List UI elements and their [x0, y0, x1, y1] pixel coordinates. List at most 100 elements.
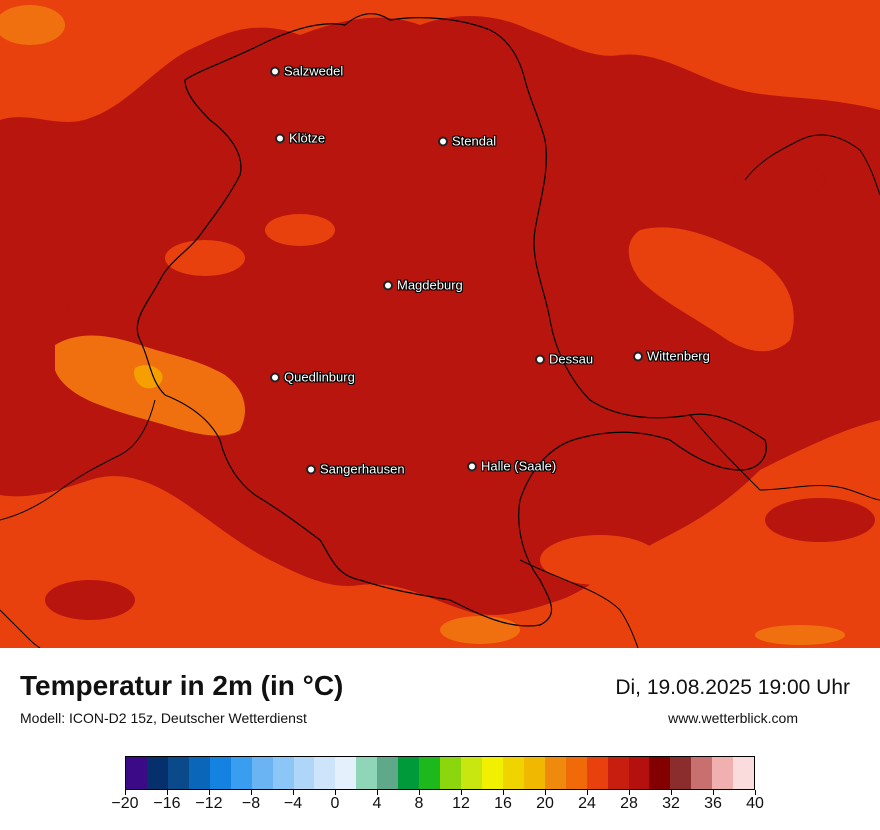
tick-text: 0 [330, 795, 340, 812]
map-title: Temperatur in 2m (in °C) [20, 670, 344, 701]
state-border-west [0, 399, 156, 521]
colorbar-segment [502, 757, 524, 789]
field-blob [540, 535, 660, 585]
city-label: Dessau [549, 351, 594, 367]
colorbar-segment [670, 757, 692, 789]
tick-text: 16 [494, 795, 512, 812]
colorbar-segment [586, 757, 608, 789]
city-label: Klötze [289, 130, 326, 146]
colorbar-tick-label: −12 [189, 790, 229, 813]
colorbar-segment [272, 757, 294, 789]
field-26-north [0, 0, 880, 105]
colorbar-segment [523, 757, 545, 789]
state-border [136, 13, 767, 627]
model-info: Modell: ICON-D2 15z, Deutscher Wetterdie… [20, 710, 307, 726]
field-blob [735, 160, 825, 200]
colorbar-segment [335, 757, 357, 789]
colorbar-segment [356, 757, 378, 789]
colorbar-tick-label: 32 [651, 790, 691, 813]
city-marker-stendal: Stendal [438, 134, 496, 149]
city-dot-icon [383, 280, 393, 290]
colorbar-tick-label: 24 [567, 790, 607, 813]
city-dot-icon [633, 351, 643, 361]
colorbar-segment [628, 757, 650, 789]
city-dot-icon [467, 461, 477, 471]
colorbar-tick-label: 40 [735, 790, 775, 813]
colorbar-tick-label: −8 [231, 790, 271, 813]
colorbar-ticks: −20 −16 −12 −8 −4 0 4 8 12 16 20 24 28 32 36 40 [111, 790, 764, 820]
colorbar-tick-label: 28 [609, 790, 649, 813]
tick-text: 20 [536, 795, 554, 812]
tick-text: −20 [111, 795, 139, 812]
city-dot-icon [438, 136, 448, 146]
colorbar-segment [481, 757, 503, 789]
tick-text: 40 [746, 795, 764, 812]
colorbar-segment [712, 757, 734, 789]
city-marker-dessau: Dessau [535, 352, 593, 367]
colorbar-segment [398, 757, 420, 789]
tick-text: 28 [620, 795, 638, 812]
colorbar-segment [377, 757, 399, 789]
colorbar-segment [167, 757, 189, 789]
colorbar-segment [461, 757, 482, 789]
temperature-map: Salzwedel Klötze Stendal Magdeburg Dessa… [0, 0, 880, 648]
tick-text: 4 [372, 795, 382, 812]
field-blob [440, 616, 520, 644]
city-marker-magdeburg: Magdeburg [383, 278, 463, 293]
city-label: Halle (Saale) [481, 458, 557, 474]
tick-text: −4 [283, 795, 303, 812]
colorbar-segment [293, 757, 315, 789]
state-border-southwest [0, 609, 41, 648]
city-dot-icon [270, 372, 280, 382]
city-label: Salzwedel [284, 63, 344, 79]
city-marker-kloetze: Klötze [275, 131, 325, 146]
colorbar-segment [649, 757, 671, 789]
temperature-field [0, 0, 880, 648]
field-blob [755, 625, 845, 645]
city-dot-icon [306, 464, 316, 474]
colorbar-segment [126, 757, 147, 789]
city-marker-wittenberg: Wittenberg [633, 349, 710, 364]
tick-text: −12 [195, 795, 223, 812]
tick-text: 8 [414, 795, 424, 812]
website-link[interactable]: www.wetterblick.com [668, 710, 798, 726]
field-blob [265, 214, 335, 246]
colorbar-segment [146, 757, 168, 789]
colorbar-segment [733, 757, 755, 789]
colorbar-segment [544, 757, 566, 789]
city-label: Stendal [452, 133, 497, 149]
colorbar-segment [440, 757, 461, 789]
colorbar-segment [691, 757, 713, 789]
colorbar-tick-label: −20 [105, 790, 145, 813]
field-blob [45, 580, 135, 620]
city-label: Wittenberg [647, 348, 710, 364]
city-marker-salzwedel: Salzwedel [270, 64, 343, 79]
colorbar-tick-label: 0 [315, 790, 355, 813]
field-28-30-west [0, 246, 69, 354]
state-border-north-east [744, 134, 880, 196]
city-dot-icon [535, 354, 545, 364]
field-26-south [0, 548, 880, 648]
colorbar-tick-label: −4 [273, 790, 313, 813]
colorbar-tick-label: 8 [399, 790, 439, 813]
field-26-east [628, 227, 794, 352]
colorbar-segment [607, 757, 629, 789]
field-blob [165, 240, 245, 276]
colorbar-tick-label: 36 [693, 790, 733, 813]
tick-text: −8 [241, 795, 261, 812]
city-label: Quedlinburg [284, 369, 355, 385]
tick-text: 24 [578, 795, 596, 812]
city-marker-quedlinburg: Quedlinburg [270, 370, 355, 385]
tick-text: 36 [704, 795, 722, 812]
colorbar-tick-label: −16 [147, 790, 187, 813]
colorbar-segment [188, 757, 210, 789]
tick-text: 32 [662, 795, 680, 812]
colorbar-segment [209, 757, 231, 789]
city-dot-icon [270, 66, 280, 76]
colorbar-segment [565, 757, 587, 789]
city-dot-icon [275, 133, 285, 143]
colorbar-tick-label: 20 [525, 790, 565, 813]
colorbar-tick-label: 4 [357, 790, 397, 813]
colorbar-segment [314, 757, 336, 789]
city-marker-halle: Halle (Saale) [467, 459, 556, 474]
